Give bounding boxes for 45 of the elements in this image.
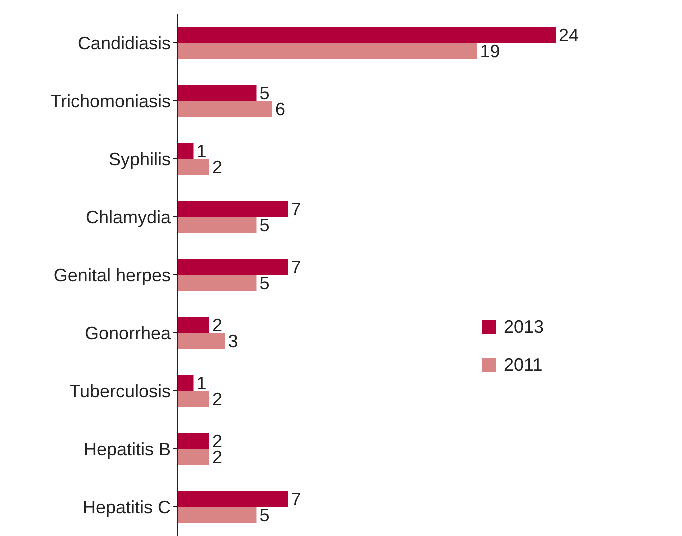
data-label: 7 <box>291 199 302 220</box>
bar <box>178 507 257 523</box>
data-label: 1 <box>196 373 207 394</box>
data-label: 1 <box>196 141 207 162</box>
y-tick-label: Tuberculosis <box>70 381 171 402</box>
data-label: 6 <box>276 99 286 120</box>
data-label: 19 <box>480 41 500 62</box>
bar <box>178 391 210 407</box>
data-label: 5 <box>260 83 270 104</box>
bar <box>178 259 288 275</box>
bar <box>178 275 257 291</box>
bar <box>178 27 556 43</box>
y-tick-label: Genital herpes <box>54 265 171 286</box>
bar <box>178 317 210 333</box>
bar <box>178 217 257 233</box>
data-label: 7 <box>291 257 302 278</box>
bar <box>178 101 272 117</box>
bar <box>178 433 210 449</box>
y-tick-label: Hepatitis C <box>82 497 171 518</box>
y-tick-label: Candidiasis <box>78 33 171 54</box>
y-tick-label: Syphilis <box>108 149 171 170</box>
bar <box>178 491 288 507</box>
data-label: 5 <box>260 273 270 294</box>
data-label: 3 <box>228 331 238 352</box>
y-tick-label: Trichomoniasis <box>50 91 171 112</box>
data-label: 2 <box>212 315 223 336</box>
bar <box>178 159 210 175</box>
legend-label: 2013 <box>504 316 544 338</box>
bar <box>178 85 257 101</box>
bar <box>178 449 210 465</box>
y-tick-label: Chlamydia <box>86 207 172 228</box>
data-label: 5 <box>260 505 270 526</box>
data-label: 24 <box>559 25 580 46</box>
legend-label: 2011 <box>504 354 543 376</box>
bar <box>178 333 226 349</box>
bar <box>178 43 478 59</box>
bar <box>178 201 288 217</box>
data-label: 2 <box>212 157 223 178</box>
y-tick-label: Gonorrhea <box>84 323 172 344</box>
data-label: 5 <box>260 215 270 236</box>
bar <box>178 143 194 159</box>
bar <box>178 375 194 391</box>
y-tick-label: Hepatitis B <box>84 439 171 460</box>
data-label: 7 <box>291 489 302 510</box>
data-label: 2 <box>212 389 223 410</box>
